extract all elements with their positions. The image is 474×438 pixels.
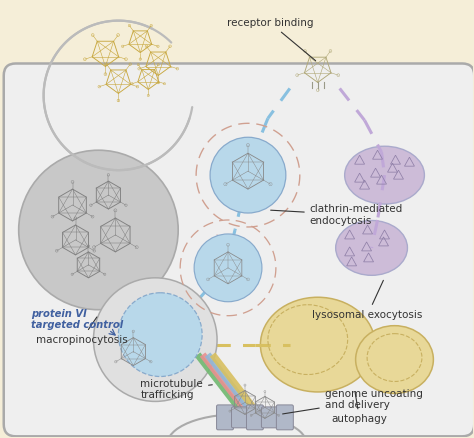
- Circle shape: [194, 234, 262, 302]
- Text: lysosomal exocytosis: lysosomal exocytosis: [312, 280, 423, 320]
- Text: clathrin-mediated
endocytosis: clathrin-mediated endocytosis: [271, 204, 403, 226]
- Text: genome uncoating
and delivery: genome uncoating and delivery: [283, 389, 423, 414]
- FancyBboxPatch shape: [246, 405, 264, 430]
- Circle shape: [18, 150, 178, 310]
- Circle shape: [118, 293, 202, 377]
- Text: macropinocytosis: macropinocytosis: [36, 317, 128, 345]
- Ellipse shape: [356, 326, 433, 393]
- Text: protein VI
targeted control: protein VI targeted control: [31, 309, 123, 331]
- FancyBboxPatch shape: [4, 64, 474, 436]
- FancyBboxPatch shape: [262, 407, 278, 428]
- FancyBboxPatch shape: [217, 405, 234, 430]
- Text: autophagy: autophagy: [332, 392, 388, 424]
- FancyBboxPatch shape: [231, 407, 248, 428]
- Circle shape: [93, 278, 217, 401]
- Circle shape: [210, 137, 286, 213]
- Text: receptor binding: receptor binding: [227, 18, 316, 61]
- FancyBboxPatch shape: [276, 405, 293, 430]
- Ellipse shape: [336, 220, 408, 276]
- Ellipse shape: [345, 146, 424, 204]
- Text: microtubule
trafficking: microtubule trafficking: [140, 379, 212, 400]
- Ellipse shape: [260, 297, 375, 392]
